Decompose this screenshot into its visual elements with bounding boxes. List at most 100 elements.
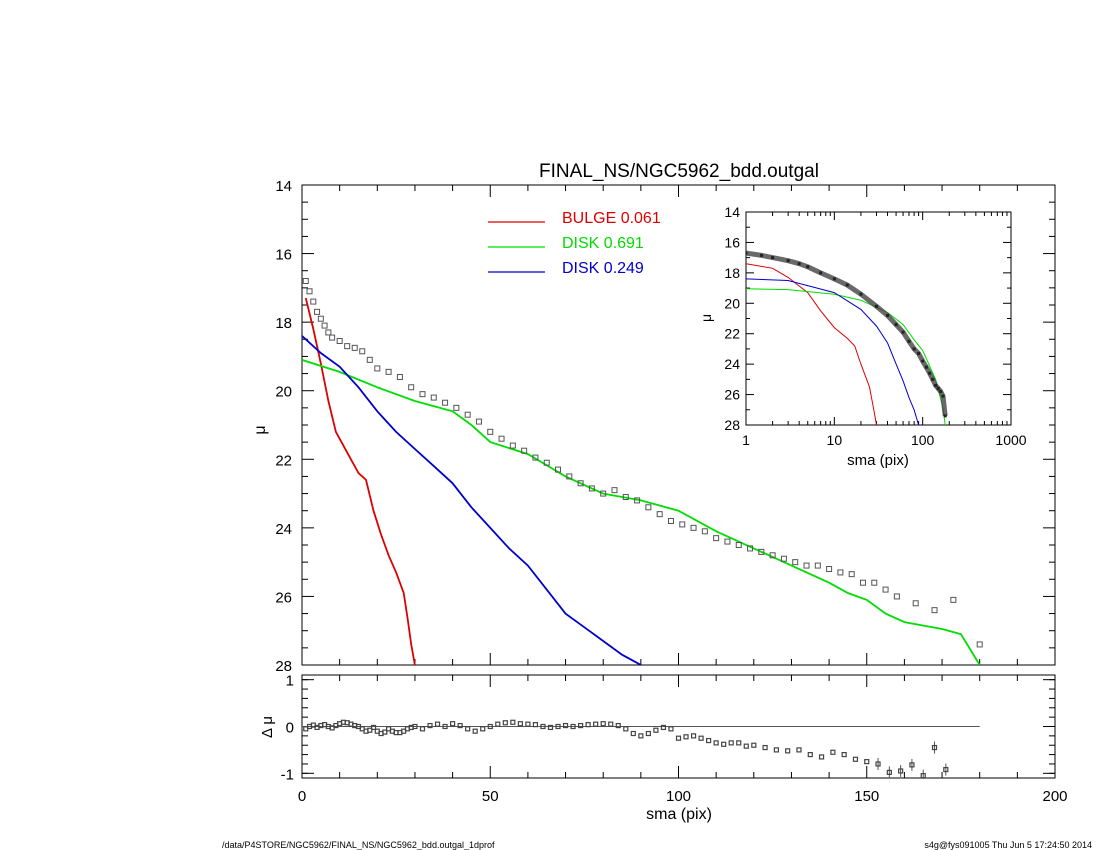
residual-point (593, 721, 599, 727)
footer-file-path: /data/P4STORE/NGC5962/FINAL_NS/NGC5962_b… (222, 840, 495, 850)
residual-point (450, 721, 456, 727)
data-point (882, 586, 889, 593)
x-axis-label: sma (pix) (646, 806, 712, 823)
y-tick-label: 20 (275, 384, 292, 401)
inset-data-point (912, 347, 916, 351)
data-point (848, 571, 855, 578)
inset-data-point (874, 304, 878, 308)
inset-data-point (806, 265, 810, 269)
data-point (498, 435, 505, 442)
residual-point (660, 724, 667, 731)
residual-point (653, 727, 659, 733)
resid-y-tick-label: 0 (286, 720, 294, 737)
residual-point (818, 754, 825, 760)
residual-point (615, 722, 621, 729)
residual-point (495, 721, 501, 727)
inset-series-line-0 (746, 263, 877, 425)
inset-y-tick-label: 14 (724, 204, 740, 220)
data-point (611, 487, 618, 494)
residual-point (943, 766, 949, 773)
residual-point (472, 728, 478, 734)
x-tick-label: 50 (482, 788, 499, 805)
residual-point (585, 722, 591, 728)
residual-point (623, 726, 629, 732)
data-point (814, 562, 821, 569)
inset-x-tick-label: 100 (911, 432, 935, 448)
data-point (430, 394, 437, 401)
residual-point (698, 735, 704, 741)
data-point (314, 308, 321, 315)
inset-plot-frame (745, 211, 1012, 426)
residual-point (713, 740, 719, 746)
footer-timestamp: s4g@fys091005 Thu Jun 5 17:24:50 2014 (924, 840, 1092, 850)
inset-data-point (845, 283, 849, 287)
data-point (306, 288, 313, 295)
residual-point (690, 733, 697, 739)
residual-point (367, 727, 373, 733)
inset-data-point (786, 259, 790, 263)
residual-point (382, 729, 388, 735)
data-point (302, 278, 309, 284)
data-point (859, 579, 866, 586)
data-point (622, 494, 629, 500)
data-point (769, 552, 776, 559)
residual-point (668, 726, 674, 732)
inset-data-point (901, 330, 905, 334)
residual-point (743, 743, 749, 749)
data-point (837, 569, 844, 576)
y-tick-label: 28 (275, 658, 292, 675)
residual-point (728, 740, 734, 746)
resid-y-tick-label: 1 (286, 673, 294, 690)
residual-point (785, 748, 791, 754)
inset-y-tick-label: 18 (724, 265, 740, 281)
y-tick-label: 24 (275, 521, 292, 538)
data-point (329, 334, 336, 341)
residual-point (465, 726, 471, 732)
inset-data-point (924, 365, 928, 369)
residual-point (600, 721, 606, 727)
inset-data-point (819, 271, 823, 275)
residual-point (864, 759, 870, 765)
data-point (871, 579, 878, 586)
data-point (396, 374, 403, 380)
residual-point (427, 722, 433, 729)
data-point (464, 411, 471, 418)
residual-point (532, 722, 539, 728)
x-tick-label: 100 (666, 788, 691, 805)
data-point (310, 298, 317, 305)
legend-label: BULGE 0.061 (562, 210, 661, 227)
data-point (566, 473, 573, 480)
residual-point (898, 768, 904, 774)
inset-y-tick-label: 24 (724, 356, 740, 372)
residual-point (830, 749, 836, 755)
data-point (555, 466, 562, 473)
resid-y-tick-label: -1 (281, 766, 294, 783)
data-point (487, 428, 494, 435)
residual-point (706, 737, 712, 744)
residual-point (683, 734, 689, 740)
data-point (475, 418, 482, 425)
residual-point (419, 726, 426, 732)
inset-x-tick-label: 10 (827, 432, 843, 448)
data-point (792, 559, 799, 566)
data-point (713, 535, 720, 542)
data-point (385, 368, 392, 375)
y-axis-label: μ (252, 425, 269, 434)
data-point (679, 521, 686, 528)
data-point (931, 607, 938, 614)
residual-point (502, 720, 508, 726)
residual-point (807, 751, 813, 758)
data-point (803, 562, 810, 569)
y-tick-label: 16 (275, 247, 292, 264)
data-point (656, 511, 663, 518)
residual-point (434, 721, 441, 727)
residual-point (630, 730, 636, 737)
series-line-0 (304, 297, 416, 665)
inset-data-point (921, 359, 925, 363)
inset-y-tick-label: 20 (724, 295, 740, 311)
residual-point (920, 773, 926, 778)
residual-point (480, 726, 486, 732)
data-point (701, 528, 708, 535)
data-point (336, 338, 343, 344)
inset-data-point (760, 253, 764, 257)
